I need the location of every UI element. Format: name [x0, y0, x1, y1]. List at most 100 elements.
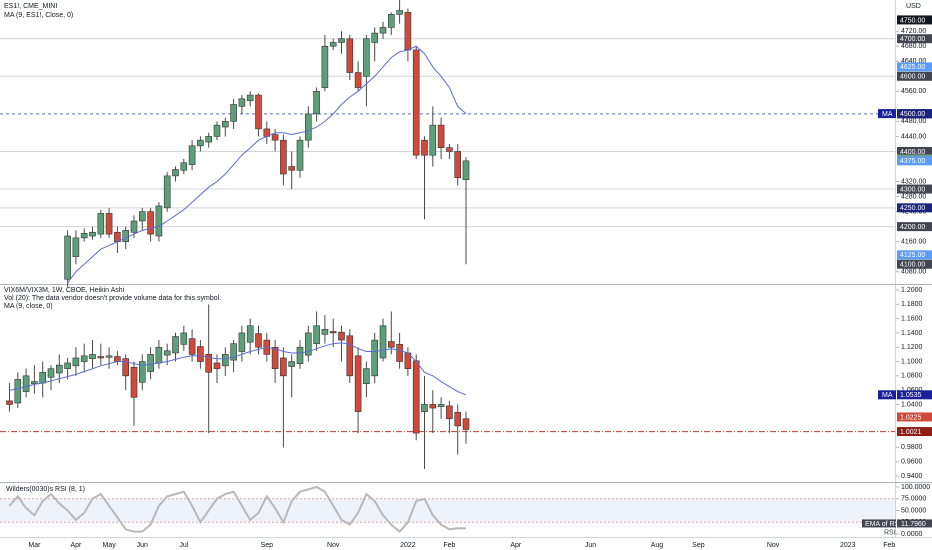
time-label: May	[102, 542, 116, 549]
y-tick-label: 4640.00	[901, 58, 926, 65]
price-label: 1.0225	[900, 414, 922, 421]
line-series	[8, 485, 467, 533]
candle-body	[446, 147, 453, 152]
candle-body	[64, 235, 71, 280]
y-tick-label: 4440.00	[901, 133, 926, 140]
pane-title: VIX6M/VIX3M, 1W, CBOE, Heikin Ashi	[4, 287, 125, 294]
last-value-box	[897, 519, 932, 528]
candle-body	[130, 366, 138, 398]
y-tick-label: 4320.00	[901, 178, 926, 185]
candle-body	[313, 91, 320, 115]
time-label: 2022	[400, 542, 416, 549]
candle-body	[188, 145, 196, 165]
price-label: 4700.00	[900, 36, 925, 43]
candle-body	[97, 213, 105, 235]
candle-body	[222, 354, 229, 367]
candle-body	[64, 362, 71, 369]
y-tick-label: 0.0000	[901, 531, 923, 538]
candle-body	[155, 346, 163, 364]
candle-body	[105, 355, 113, 358]
candle-body	[462, 160, 470, 180]
price-label-box	[897, 390, 932, 400]
candle-body	[412, 360, 420, 434]
candle-body	[437, 404, 445, 407]
y-tick-label: 1.1600	[901, 315, 923, 322]
y-tick-label: 0.9800	[901, 444, 923, 451]
candle-body	[22, 375, 30, 392]
candle-body	[39, 371, 47, 384]
time-label: Apr	[510, 542, 522, 549]
candle-body	[304, 113, 312, 141]
candle-body	[363, 38, 370, 77]
candle-body	[255, 94, 262, 130]
candle-body	[180, 332, 188, 345]
currency: USD	[906, 3, 921, 10]
candle-body	[55, 364, 63, 374]
price-label: 4750.00	[900, 17, 925, 24]
candle-body	[446, 405, 453, 420]
time-label: 2023	[840, 542, 856, 549]
candle-body	[213, 124, 221, 137]
candle-body	[296, 346, 304, 364]
candle-body	[163, 350, 171, 356]
candle-body	[155, 205, 163, 237]
time-label: Sep	[261, 542, 274, 549]
candle-body	[139, 361, 146, 383]
price-label-box	[897, 71, 932, 81]
candle-body	[346, 335, 354, 377]
time-label: Nov	[767, 542, 780, 549]
candle-body	[222, 121, 229, 128]
time-label: Jul	[179, 542, 188, 549]
candle-body	[412, 49, 420, 156]
last-value-label: 11.7960	[901, 521, 926, 528]
y-tick-label: 100.0000	[901, 484, 930, 491]
price-label-box	[897, 259, 932, 269]
candle-body	[47, 368, 55, 378]
y-tick-label: 1.1000	[901, 358, 923, 365]
y-tick-label: 4720.00	[901, 28, 926, 35]
candle-body	[14, 379, 22, 404]
line-series	[67, 45, 467, 284]
price-label-box	[897, 250, 932, 260]
time-label: Feb	[883, 542, 895, 549]
y-tick-label: 1.0400	[901, 401, 923, 408]
price-label-box	[897, 412, 932, 422]
candle-body	[387, 341, 395, 348]
y-tick-label: 1.1200	[901, 344, 923, 351]
candle-body	[329, 331, 337, 334]
pane-title: ES1!, CME_MINI	[4, 3, 57, 10]
candle-body	[147, 211, 154, 235]
time-label: Jun	[137, 542, 148, 549]
candle-body	[346, 38, 354, 73]
price-label-box	[897, 184, 932, 194]
candle-body	[130, 220, 138, 233]
candle-body	[89, 354, 96, 359]
candle-body	[429, 404, 437, 409]
candle-body	[205, 354, 212, 373]
pane-note: MA (9, close, 0)	[4, 303, 53, 310]
candle-body	[280, 139, 287, 175]
y-tick-label: 1.1800	[901, 301, 923, 308]
candle-body	[304, 332, 312, 356]
price-label-box	[897, 146, 932, 156]
candle-body	[329, 42, 337, 47]
time-label: Nov	[327, 542, 340, 549]
candle-body	[6, 400, 13, 405]
candle-body	[230, 343, 237, 361]
candle-body	[429, 124, 437, 156]
candle-body	[205, 136, 212, 143]
y-tick-label: 75.0000	[901, 496, 926, 503]
y-tick-label: 0.9600	[901, 459, 923, 466]
candle-body	[421, 139, 428, 156]
candle-body	[122, 230, 129, 242]
candle-body	[338, 331, 345, 341]
price-label: 4300.00	[900, 186, 925, 193]
candle-body	[354, 355, 362, 412]
rsi-band	[0, 498, 895, 523]
line-series	[9, 342, 467, 396]
price-label: 4375.00	[900, 158, 925, 165]
candle-body	[80, 233, 88, 239]
y-tick-label: 4280.00	[901, 193, 926, 200]
price-label: 4200.00	[900, 224, 925, 231]
